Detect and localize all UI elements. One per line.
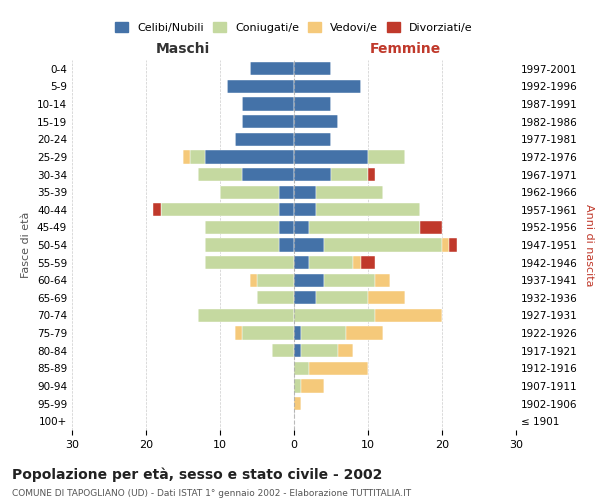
Bar xyxy=(294,397,301,410)
Bar xyxy=(376,274,390,287)
Bar xyxy=(294,132,331,146)
Bar xyxy=(294,344,301,358)
Bar xyxy=(301,380,323,392)
Bar xyxy=(309,221,420,234)
Bar xyxy=(301,326,346,340)
Bar xyxy=(205,238,279,252)
Bar xyxy=(279,186,294,198)
Bar xyxy=(198,309,294,322)
Bar xyxy=(338,344,353,358)
Bar xyxy=(235,326,242,340)
Bar xyxy=(242,326,294,340)
Bar xyxy=(294,168,331,181)
Bar xyxy=(205,256,294,269)
Bar xyxy=(242,98,294,110)
Bar xyxy=(235,132,294,146)
Bar xyxy=(242,168,294,181)
Bar xyxy=(161,203,279,216)
Bar xyxy=(227,80,294,93)
Bar xyxy=(190,150,205,164)
Bar xyxy=(346,326,383,340)
Bar xyxy=(198,168,242,181)
Bar xyxy=(220,186,279,198)
Bar xyxy=(183,150,190,164)
Bar xyxy=(250,62,294,76)
Bar xyxy=(279,238,294,252)
Y-axis label: Anni di nascita: Anni di nascita xyxy=(584,204,594,286)
Bar xyxy=(294,380,301,392)
Bar xyxy=(301,344,338,358)
Bar xyxy=(449,238,457,252)
Bar xyxy=(294,203,316,216)
Bar xyxy=(316,291,368,304)
Bar xyxy=(309,362,368,375)
Bar xyxy=(294,362,309,375)
Bar xyxy=(294,291,316,304)
Bar xyxy=(205,221,279,234)
Bar xyxy=(294,115,338,128)
Bar xyxy=(279,221,294,234)
Bar xyxy=(331,168,368,181)
Bar xyxy=(294,238,323,252)
Bar xyxy=(294,256,309,269)
Bar xyxy=(376,309,442,322)
Bar xyxy=(353,256,361,269)
Bar xyxy=(294,186,316,198)
Bar xyxy=(368,168,376,181)
Bar xyxy=(316,203,420,216)
Bar xyxy=(316,186,383,198)
Bar xyxy=(309,256,353,269)
Text: Maschi: Maschi xyxy=(156,42,210,56)
Bar xyxy=(294,274,323,287)
Bar xyxy=(368,291,405,304)
Bar xyxy=(250,274,257,287)
Bar xyxy=(323,238,442,252)
Bar xyxy=(294,150,368,164)
Bar xyxy=(368,150,405,164)
Bar xyxy=(294,309,376,322)
Bar xyxy=(205,150,294,164)
Bar xyxy=(154,203,161,216)
Bar xyxy=(294,80,361,93)
Bar xyxy=(294,326,301,340)
Bar xyxy=(361,256,376,269)
Bar xyxy=(323,274,376,287)
Bar xyxy=(272,344,294,358)
Text: Femmine: Femmine xyxy=(370,42,440,56)
Bar xyxy=(420,221,442,234)
Text: Popolazione per età, sesso e stato civile - 2002: Popolazione per età, sesso e stato civil… xyxy=(12,468,382,482)
Bar xyxy=(257,274,294,287)
Bar xyxy=(257,291,294,304)
Bar xyxy=(279,203,294,216)
Y-axis label: Fasce di età: Fasce di età xyxy=(22,212,31,278)
Bar xyxy=(294,221,309,234)
Bar xyxy=(294,98,331,110)
Text: COMUNE DI TAPOGLIANO (UD) - Dati ISTAT 1° gennaio 2002 - Elaborazione TUTTITALIA: COMUNE DI TAPOGLIANO (UD) - Dati ISTAT 1… xyxy=(12,489,411,498)
Legend: Celibi/Nubili, Coniugati/e, Vedovi/e, Divorziati/e: Celibi/Nubili, Coniugati/e, Vedovi/e, Di… xyxy=(111,18,477,37)
Bar xyxy=(442,238,449,252)
Bar xyxy=(242,115,294,128)
Bar xyxy=(294,62,331,76)
